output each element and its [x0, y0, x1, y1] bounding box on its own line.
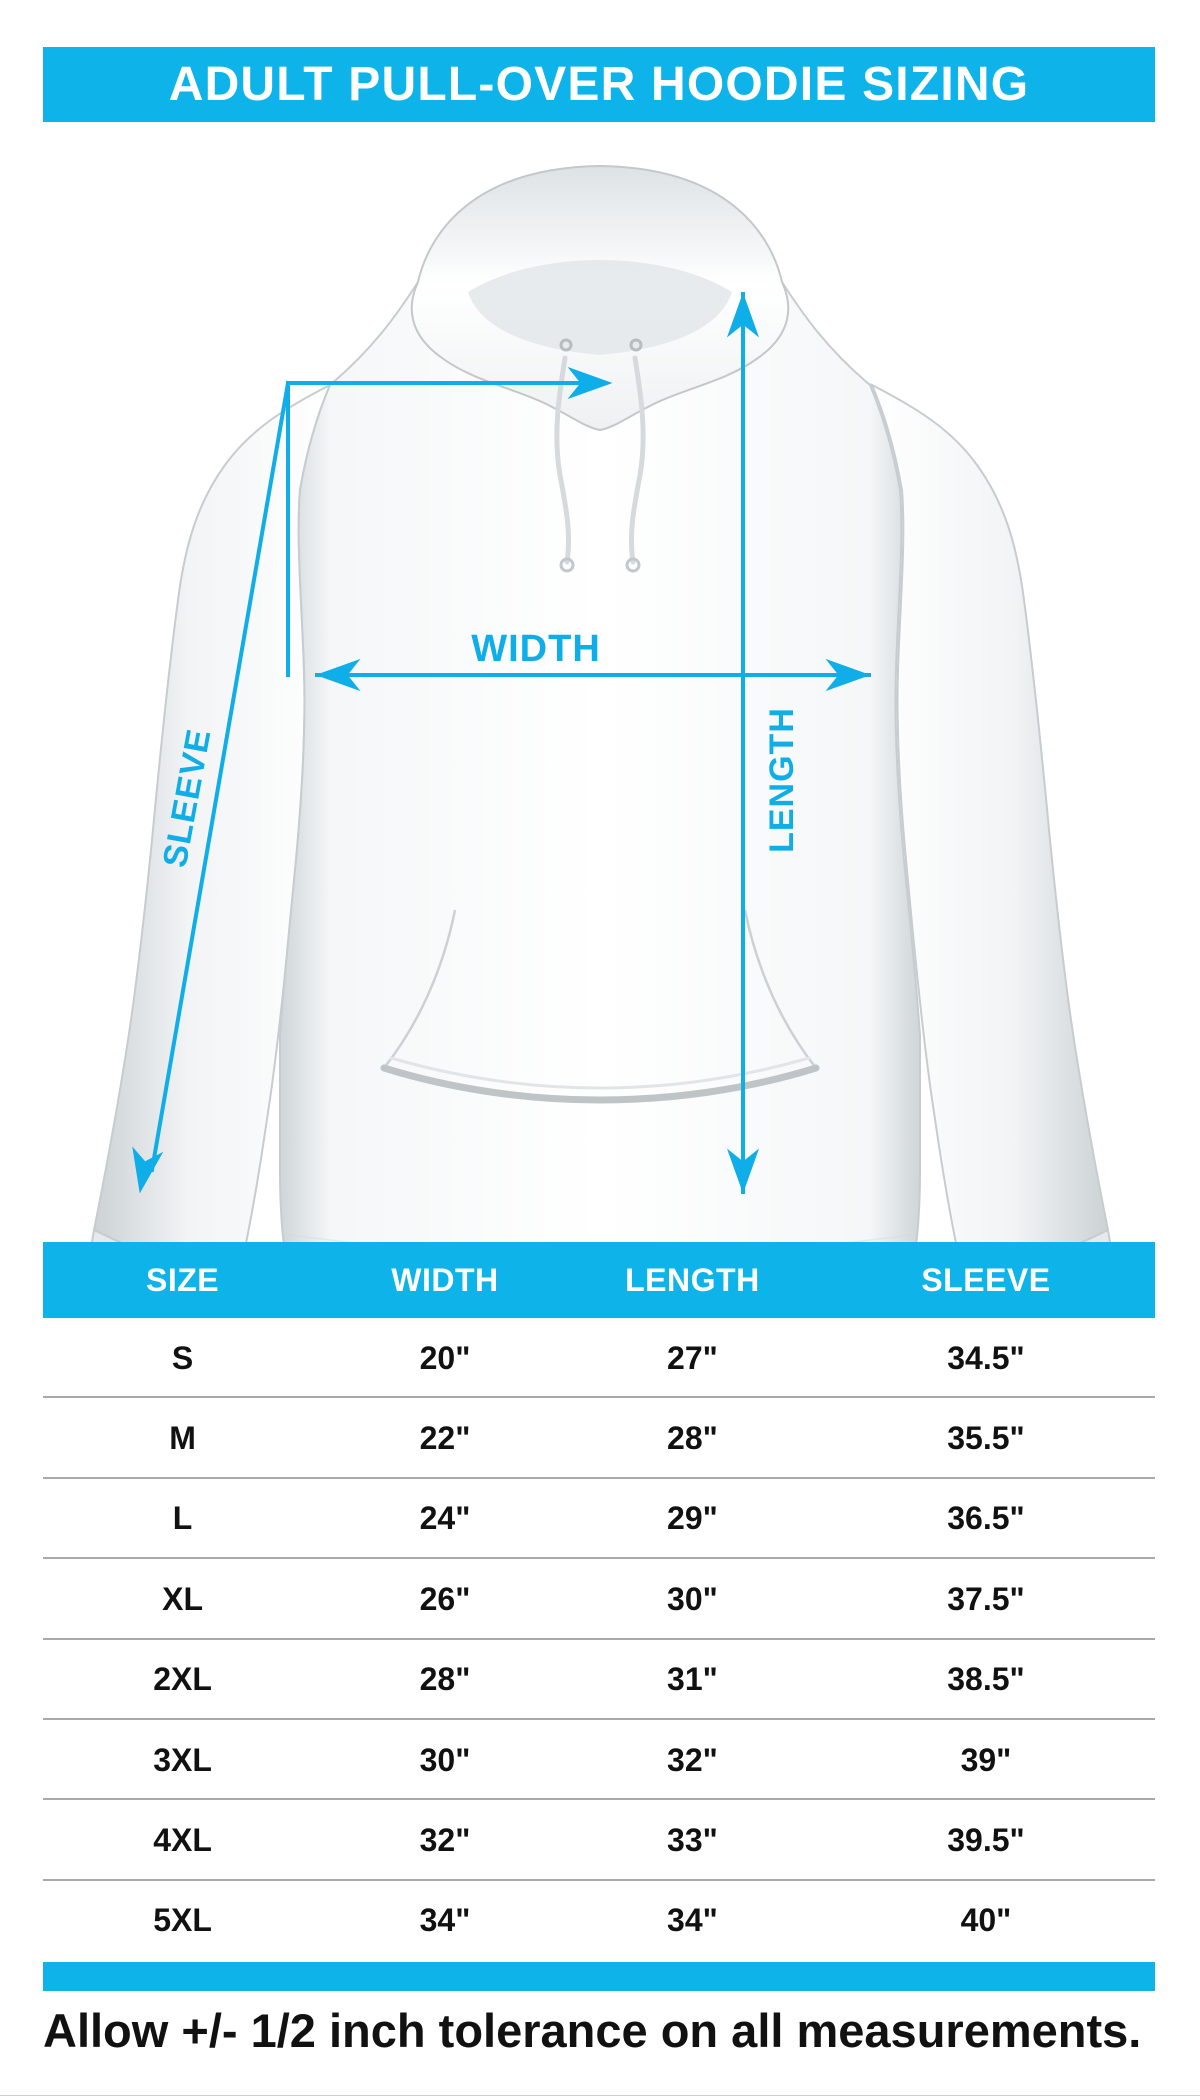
svg-text:LENGTH: LENGTH: [763, 707, 801, 853]
svg-text:WIDTH: WIDTH: [471, 628, 601, 670]
